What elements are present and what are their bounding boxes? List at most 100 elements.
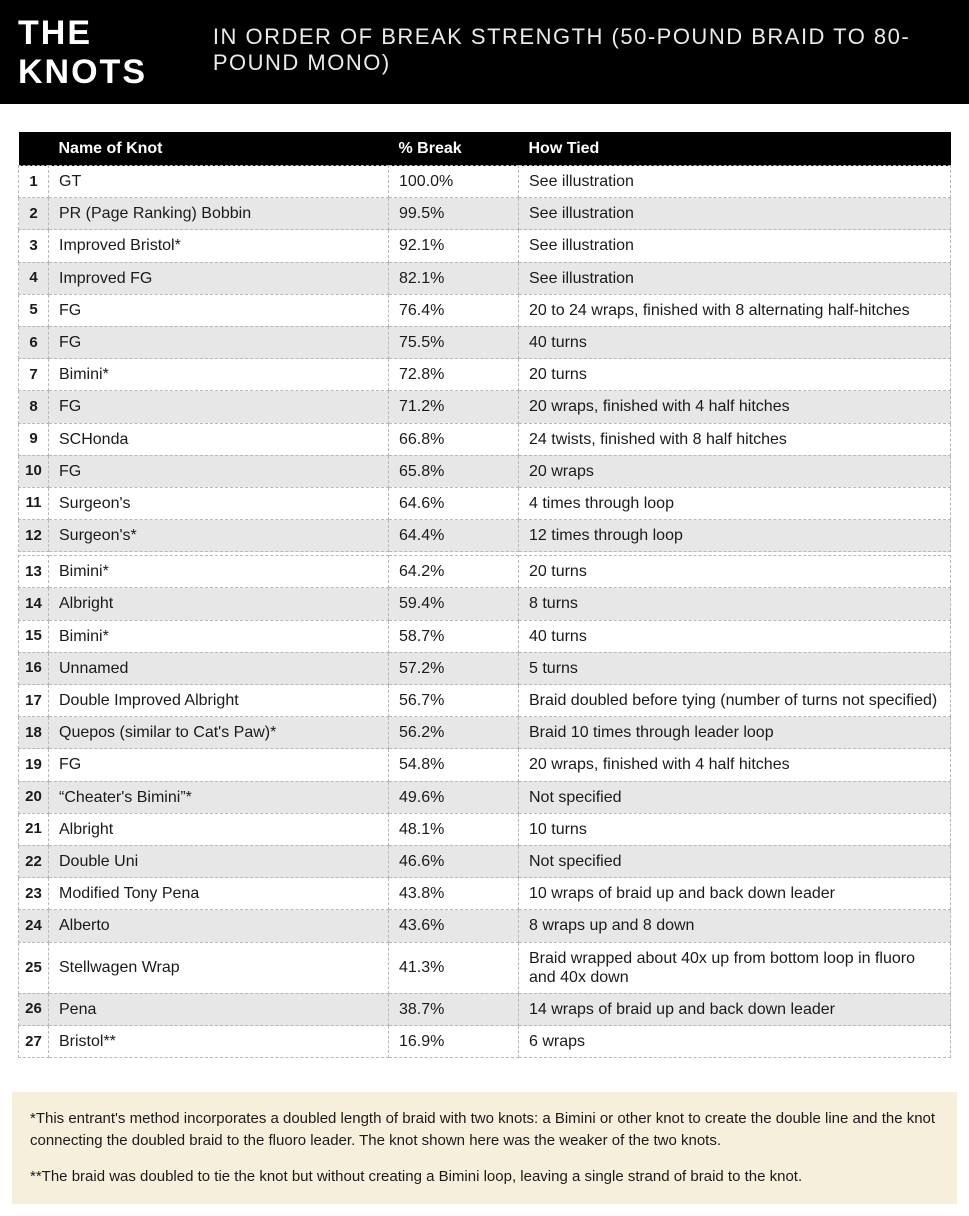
table-row: 6FG75.5%40 turns [19,326,951,358]
tied-cell: 8 turns [519,588,951,620]
tied-cell: 20 turns [519,359,951,391]
rank-cell: 23 [19,878,49,910]
tied-cell: Braid 10 times through leader loop [519,717,951,749]
break-cell: 54.8% [389,749,519,781]
tied-cell: 20 wraps, finished with 4 half hitches [519,749,951,781]
name-cell: Surgeon's* [49,520,389,552]
tied-cell: 20 wraps, finished with 4 half hitches [519,391,951,423]
table-row: 12Surgeon's*64.4%12 times through loop [19,520,951,552]
name-cell: Bimini* [49,359,389,391]
break-cell: 100.0% [389,166,519,198]
tied-cell: 5 turns [519,652,951,684]
table-row: 26Pena38.7%14 wraps of braid up and back… [19,993,951,1025]
name-cell: FG [49,391,389,423]
title-subtitle: IN ORDER OF BREAK STRENGTH (50-POUND BRA… [213,24,951,76]
tied-cell: 14 wraps of braid up and back down leade… [519,993,951,1025]
break-cell: 64.2% [389,556,519,588]
tied-cell: 40 turns [519,326,951,358]
table-row: 21Albright48.1%10 turns [19,813,951,845]
break-cell: 41.3% [389,942,519,993]
tied-cell: 20 to 24 wraps, finished with 8 alternat… [519,294,951,326]
rank-cell: 27 [19,1026,49,1058]
table-row: 15Bimini*58.7%40 turns [19,620,951,652]
rank-cell: 15 [19,620,49,652]
break-cell: 16.9% [389,1026,519,1058]
tied-cell: 10 turns [519,813,951,845]
break-cell: 49.6% [389,781,519,813]
rank-cell: 13 [19,556,49,588]
break-cell: 65.8% [389,455,519,487]
tied-cell: 20 wraps [519,455,951,487]
name-cell: Alberto [49,910,389,942]
title-bar: THE KNOTS IN ORDER OF BREAK STRENGTH (50… [0,0,969,104]
table-row: 5FG76.4%20 to 24 wraps, finished with 8 … [19,294,951,326]
name-cell: Bimini* [49,620,389,652]
table-row: 17Double Improved Albright56.7%Braid dou… [19,685,951,717]
tied-cell: See illustration [519,166,951,198]
break-cell: 58.7% [389,620,519,652]
rank-cell: 11 [19,487,49,519]
name-cell: GT [49,166,389,198]
table-row: 1GT100.0%See illustration [19,166,951,198]
name-cell: Albright [49,813,389,845]
break-cell: 57.2% [389,652,519,684]
name-cell: PR (Page Ranking) Bobbin [49,198,389,230]
rank-cell: 21 [19,813,49,845]
break-cell: 75.5% [389,326,519,358]
table-row: 19FG54.8%20 wraps, finished with 4 half … [19,749,951,781]
break-cell: 46.6% [389,845,519,877]
rank-cell: 7 [19,359,49,391]
break-cell: 43.8% [389,878,519,910]
table-row: 8FG71.2%20 wraps, finished with 4 half h… [19,391,951,423]
rank-cell: 20 [19,781,49,813]
break-cell: 59.4% [389,588,519,620]
table-row: 13Bimini*64.2%20 turns [19,556,951,588]
break-cell: 92.1% [389,230,519,262]
name-cell: “Cheater's Bimini”* [49,781,389,813]
rank-cell: 4 [19,262,49,294]
table-row: 7Bimini*72.8%20 turns [19,359,951,391]
rank-cell: 25 [19,942,49,993]
footnote-1: *This entrant's method incorporates a do… [30,1108,939,1152]
rank-cell: 8 [19,391,49,423]
rank-cell: 19 [19,749,49,781]
rank-cell: 14 [19,588,49,620]
break-cell: 99.5% [389,198,519,230]
col-break: % Break [389,132,519,166]
break-cell: 71.2% [389,391,519,423]
name-cell: FG [49,326,389,358]
rank-cell: 9 [19,423,49,455]
col-name: Name of Knot [49,132,389,166]
name-cell: FG [49,294,389,326]
name-cell: Surgeon's [49,487,389,519]
tied-cell: 12 times through loop [519,520,951,552]
tied-cell: Braid doubled before tying (number of tu… [519,685,951,717]
rank-cell: 18 [19,717,49,749]
table-row: 9SCHonda66.8%24 twists, finished with 8 … [19,423,951,455]
name-cell: Pena [49,993,389,1025]
name-cell: FG [49,455,389,487]
tied-cell: Not specified [519,845,951,877]
break-cell: 64.6% [389,487,519,519]
table-row: 3Improved Bristol*92.1%See illustration [19,230,951,262]
break-cell: 76.4% [389,294,519,326]
name-cell: Unnamed [49,652,389,684]
table-row: 20“Cheater's Bimini”*49.6%Not specified [19,781,951,813]
break-cell: 56.7% [389,685,519,717]
knots-infographic: THE KNOTS IN ORDER OF BREAK STRENGTH (50… [0,0,969,1204]
rank-cell: 17 [19,685,49,717]
col-tied: How Tied [519,132,951,166]
tied-cell: 40 turns [519,620,951,652]
table-row: 24Alberto43.6%8 wraps up and 8 down [19,910,951,942]
name-cell: Bimini* [49,556,389,588]
table-row: 18Quepos (similar to Cat's Paw)*56.2%Bra… [19,717,951,749]
name-cell: Modified Tony Pena [49,878,389,910]
tied-cell: See illustration [519,262,951,294]
rank-cell: 3 [19,230,49,262]
footnotes: *This entrant's method incorporates a do… [12,1092,957,1203]
rank-cell: 10 [19,455,49,487]
table-row: 4Improved FG82.1%See illustration [19,262,951,294]
table-row: 10FG65.8%20 wraps [19,455,951,487]
rank-cell: 16 [19,652,49,684]
tied-cell: See illustration [519,198,951,230]
